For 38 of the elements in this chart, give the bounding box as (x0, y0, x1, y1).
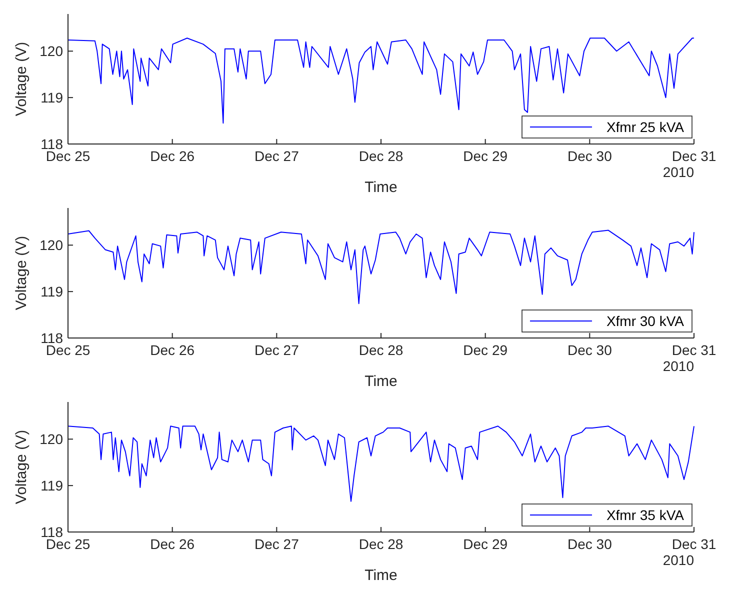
legend-label: Xfmr 25 kVA (606, 118, 685, 135)
text: 2010 (662, 164, 694, 180)
x-tick-label: Dec 26 (150, 342, 195, 358)
x-tick-label: Dec 26 (150, 536, 195, 552)
x-tick-label: Dec 27 (254, 148, 300, 164)
y-axis-title: Voltage (V) (13, 236, 30, 310)
y-tick-label: 119 (40, 89, 64, 106)
y-axis-title: Voltage (V) (13, 42, 30, 116)
legend-label: Xfmr 30 kVA (606, 312, 685, 329)
x-tick-label: Dec 27 (254, 342, 300, 358)
x-tick-label: Dec 29 (463, 148, 508, 164)
line-series (68, 230, 694, 304)
x-axis-title: Time (364, 567, 398, 584)
text: 2010 (662, 552, 694, 568)
y-tick-label: 119 (40, 477, 64, 494)
y-tick-label: 120 (40, 43, 64, 60)
legend-label: Xfmr 35 kVA (606, 506, 685, 523)
text: 2010 (662, 358, 694, 374)
x-tick-label: Dec 30 (567, 342, 612, 358)
x-tick-label: Dec 29 (463, 342, 508, 358)
x-tick-label: Dec 28 (358, 536, 404, 552)
x-tick-label: Dec 28 (358, 148, 404, 164)
y-axis-title: Voltage (V) (13, 430, 30, 504)
x-tick-label: Dec 31 (672, 342, 716, 358)
x-axis-title: Time (364, 179, 398, 196)
y-tick-label: 119 (40, 283, 64, 300)
x-axis-title: Time (364, 373, 398, 390)
x-tick-label: Dec 30 (567, 536, 612, 552)
x-tick-label: Dec 29 (463, 536, 508, 552)
x-tick-label: Dec 28 (358, 342, 404, 358)
y-tick-label: 120 (40, 237, 64, 254)
y-tick-label: 120 (40, 431, 64, 448)
x-tick-label: Dec 26 (150, 148, 195, 164)
x-tick-label: Dec 31 (672, 148, 716, 164)
x-tick-label: Dec 30 (567, 148, 612, 164)
x-tick-label: Dec 31 (672, 536, 716, 552)
line-series (68, 426, 694, 502)
x-tick-label: Dec 27 (254, 536, 300, 552)
